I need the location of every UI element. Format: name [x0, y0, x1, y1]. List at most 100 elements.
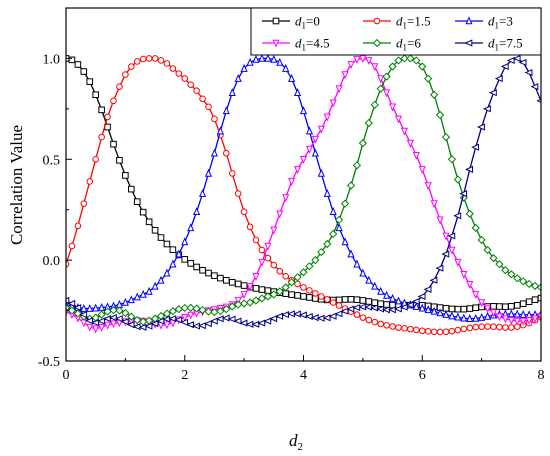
data-point	[483, 311, 492, 320]
data-point	[298, 311, 307, 319]
data-point	[228, 170, 236, 177]
legend-marker	[373, 17, 381, 25]
legend-label-main: d	[295, 14, 302, 29]
data-point	[472, 304, 479, 312]
ticks-layer: 0 2 4 6 8 -0.5 0.0 0.5 1.0	[38, 52, 545, 383]
data-point	[312, 290, 319, 297]
data-point	[335, 223, 343, 232]
data-point	[80, 200, 88, 207]
data-point	[430, 306, 438, 315]
data-point	[133, 315, 142, 325]
data-point	[424, 328, 432, 335]
legend-entry: d1=3	[455, 14, 513, 31]
data-point	[478, 323, 485, 331]
data-point	[496, 303, 503, 310]
data-point	[132, 323, 141, 331]
data-point	[530, 83, 539, 91]
data-point	[145, 286, 153, 295]
data-point	[488, 89, 497, 97]
legend-label-sub: 1	[302, 43, 307, 53]
data-point	[411, 297, 420, 306]
data-point	[305, 145, 314, 154]
data-point	[323, 296, 331, 303]
data-point	[276, 57, 284, 66]
legend-label-rest: =6	[407, 36, 421, 51]
data-point	[441, 132, 451, 142]
data-point	[448, 246, 456, 255]
data-point	[418, 327, 426, 335]
data-point	[472, 291, 480, 300]
data-point	[371, 281, 379, 290]
data-point	[395, 324, 402, 331]
data-point	[258, 246, 266, 254]
data-point	[228, 279, 236, 286]
data-point	[245, 298, 255, 307]
data-point	[300, 293, 307, 300]
data-point	[429, 276, 438, 284]
data-point	[163, 240, 171, 248]
data-point	[228, 302, 237, 311]
data-point	[264, 53, 272, 62]
data-point	[181, 313, 189, 322]
data-point	[223, 277, 230, 284]
data-point	[371, 318, 379, 326]
data-point	[68, 242, 76, 250]
data-point	[371, 63, 379, 72]
data-point	[460, 305, 468, 313]
data-point	[169, 246, 177, 253]
x-axis-title-main: d	[289, 431, 298, 450]
data-point	[347, 61, 355, 70]
data-point	[393, 305, 402, 313]
data-point	[80, 68, 88, 75]
data-point	[287, 278, 296, 287]
data-point	[86, 323, 94, 332]
data-point	[340, 307, 349, 315]
data-point	[174, 316, 183, 324]
legend-label-sub: 1	[302, 21, 307, 31]
data-point	[276, 210, 284, 219]
data-point	[370, 100, 379, 109]
data-point	[252, 285, 260, 292]
data-point	[138, 323, 147, 331]
x-tick-label: 6	[419, 368, 426, 383]
data-point	[346, 305, 355, 313]
data-point	[133, 58, 141, 65]
data-point	[388, 293, 397, 302]
data-point	[525, 279, 534, 289]
data-point	[519, 300, 527, 308]
data-point	[199, 95, 206, 103]
data-point	[377, 300, 384, 308]
data-point	[251, 296, 261, 305]
data-point	[454, 312, 462, 321]
data-point	[530, 281, 540, 291]
data-point	[477, 235, 486, 245]
data-point	[471, 223, 480, 232]
data-point	[116, 83, 123, 90]
data-point	[323, 239, 332, 249]
data-point	[507, 316, 515, 325]
data-point	[442, 232, 450, 241]
data-point	[317, 125, 325, 134]
data-point	[346, 181, 356, 190]
data-point	[383, 301, 390, 308]
data-point	[466, 305, 474, 312]
data-point	[193, 87, 200, 95]
data-point	[435, 110, 445, 120]
data-point	[465, 209, 474, 218]
data-point	[501, 315, 509, 324]
data-point	[531, 315, 539, 324]
data-point	[292, 310, 301, 318]
data-point	[406, 54, 415, 63]
data-point	[240, 208, 248, 216]
data-point	[211, 115, 218, 123]
data-point	[496, 323, 503, 331]
data-point	[193, 207, 201, 216]
data-point	[228, 88, 236, 97]
data-point	[109, 306, 118, 315]
data-point	[507, 309, 515, 318]
data-point	[448, 311, 456, 320]
series-d11-5	[66, 55, 541, 336]
data-point	[151, 281, 159, 290]
data-point	[442, 309, 450, 318]
data-point	[513, 309, 521, 318]
